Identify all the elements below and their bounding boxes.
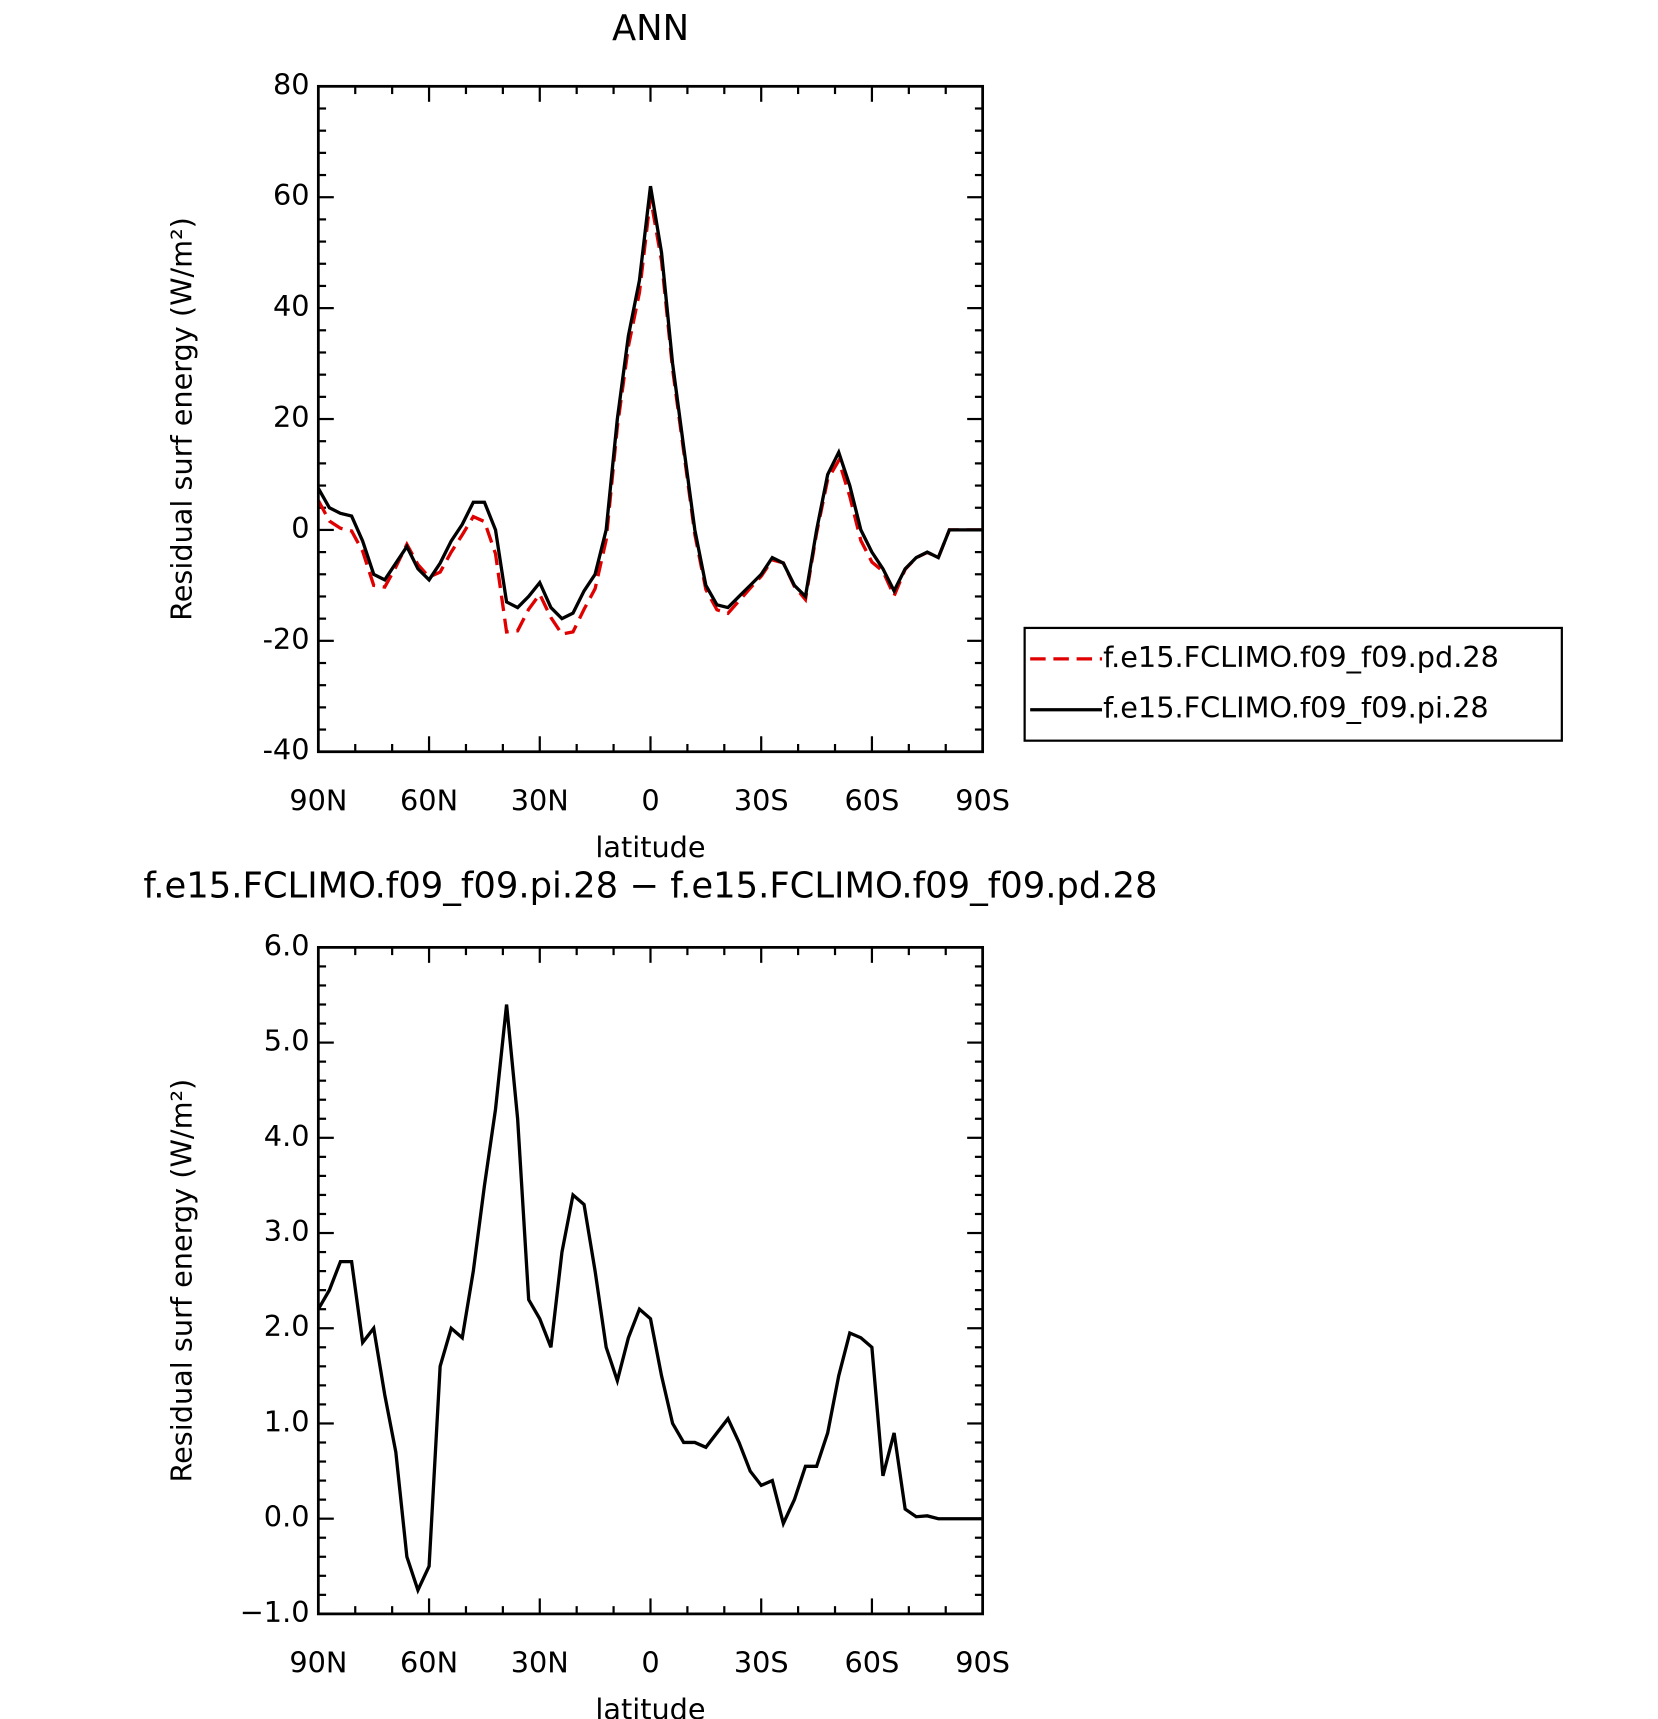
x-tick-label: 60S bbox=[845, 784, 900, 818]
y-axis-label: Residual surf energy (W/m²) bbox=[164, 217, 198, 621]
y-tick-label: 2.0 bbox=[264, 1309, 310, 1343]
y-tick-label: 4.0 bbox=[264, 1119, 310, 1153]
y-tick-label: 60 bbox=[273, 178, 310, 212]
plot-frame bbox=[316, 945, 985, 1616]
y-tick-label: 5.0 bbox=[264, 1024, 310, 1058]
y-tick-label: −1.0 bbox=[240, 1595, 310, 1629]
y-tick-label: -40 bbox=[263, 733, 310, 767]
chart-title: ANN bbox=[612, 8, 689, 49]
y-tick-label: 20 bbox=[273, 400, 310, 434]
x-tick-label: 30S bbox=[734, 1646, 789, 1680]
x-tick-label: 0 bbox=[641, 1646, 659, 1680]
x-tick-label: 0 bbox=[641, 784, 659, 818]
y-tick-label: 80 bbox=[273, 67, 310, 101]
y-tick-label: 0 bbox=[291, 511, 309, 545]
x-tick-label: 60S bbox=[845, 1646, 900, 1680]
y-tick-label: 1.0 bbox=[264, 1404, 310, 1438]
chart-title: f.e15.FCLIMO.f09_f09.pi.28 − f.e15.FCLIM… bbox=[143, 866, 1157, 907]
y-tick-label: 3.0 bbox=[264, 1214, 310, 1248]
x-tick-label: 90S bbox=[955, 784, 1010, 818]
y-axis-label: Residual surf energy (W/m²) bbox=[164, 1079, 198, 1483]
plot-frame bbox=[316, 84, 985, 754]
legend-box bbox=[1023, 626, 1563, 742]
y-tick-label: 6.0 bbox=[264, 928, 310, 962]
x-tick-label: 30N bbox=[511, 784, 569, 818]
legend-label: f.e15.FCLIMO.f09_f09.pi.28 bbox=[1103, 691, 1489, 725]
x-axis-label: latitude bbox=[595, 830, 705, 864]
x-tick-label: 60N bbox=[400, 1646, 458, 1680]
x-tick-label: 90S bbox=[955, 1646, 1010, 1680]
data-line bbox=[316, 185, 983, 621]
x-tick-label: 30N bbox=[511, 1646, 569, 1680]
x-axis-label: latitude bbox=[595, 1692, 705, 1719]
x-tick-label: 90N bbox=[289, 784, 347, 818]
legend-label: f.e15.FCLIMO.f09_f09.pd.28 bbox=[1103, 640, 1499, 674]
x-tick-label: 60N bbox=[400, 784, 458, 818]
y-tick-label: 40 bbox=[273, 289, 310, 323]
data-line bbox=[316, 1004, 983, 1595]
y-tick-label: 0.0 bbox=[264, 1500, 310, 1534]
x-tick-label: 90N bbox=[289, 1646, 347, 1680]
x-tick-label: 30S bbox=[734, 784, 789, 818]
y-tick-label: -20 bbox=[263, 622, 310, 656]
